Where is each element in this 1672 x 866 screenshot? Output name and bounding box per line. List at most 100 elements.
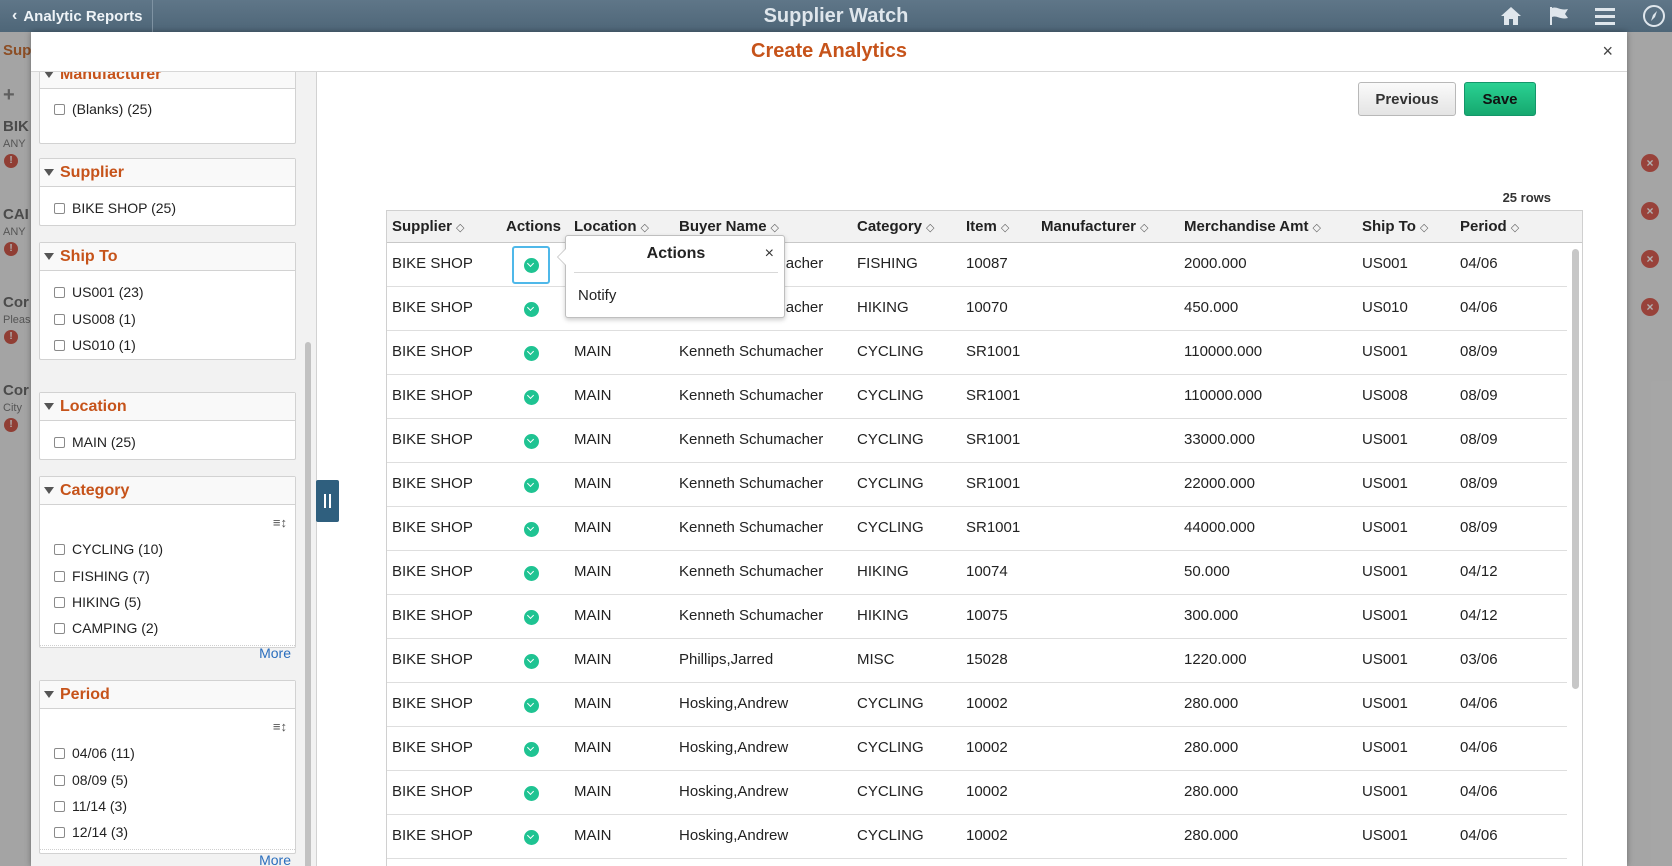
notify-menu-item[interactable]: Notify bbox=[578, 287, 617, 304]
row-actions-chevron-icon[interactable] bbox=[524, 522, 539, 537]
filter-option[interactable]: HIKING (5) bbox=[54, 594, 141, 610]
row-actions-chevron-icon[interactable] bbox=[524, 566, 539, 581]
checkbox[interactable] bbox=[54, 543, 65, 555]
filter-option[interactable]: 11/14 (3) bbox=[54, 798, 127, 814]
col-item-header[interactable]: Item ◇ bbox=[966, 218, 1009, 235]
ship-to-cell: US001 bbox=[1362, 519, 1408, 536]
filter-option[interactable]: US010 (1) bbox=[54, 337, 136, 353]
home-icon[interactable] bbox=[1499, 5, 1523, 27]
row-actions-chevron-icon[interactable] bbox=[524, 830, 539, 845]
flag-icon[interactable] bbox=[1547, 5, 1571, 27]
navbar-compass-icon[interactable] bbox=[1641, 5, 1667, 27]
row-actions-chevron-icon[interactable] bbox=[524, 610, 539, 625]
merchandise-amt-cell: 22000.000 bbox=[1184, 475, 1255, 492]
row-actions-chevron-icon[interactable] bbox=[524, 346, 539, 361]
filter-option[interactable]: 12/14 (3) bbox=[54, 824, 128, 840]
table-row[interactable]: BIKE SHOP MAIN Kenneth Schumacher CYCLING SR… bbox=[387, 419, 1567, 463]
table-row[interactable]: BIKE SHOP MAIN Kenneth Schumacher CYCLING SR… bbox=[387, 375, 1567, 419]
previous-button[interactable]: Previous bbox=[1358, 82, 1456, 116]
row-actions-chevron-icon[interactable] bbox=[524, 434, 539, 449]
sort-icon[interactable]: ≡↕ bbox=[272, 515, 287, 530]
checkbox[interactable] bbox=[54, 103, 65, 115]
table-row[interactable]: BIKE SHOP MAIN Kenneth Schumacher CYCLING SR… bbox=[387, 463, 1567, 507]
filter-option[interactable]: US008 (1) bbox=[54, 311, 136, 327]
table-row[interactable]: BIKE SHOP MAIN Hosking,Andrew CYCLING 10002 2… bbox=[387, 815, 1567, 859]
col-ship-to-header[interactable]: Ship To ◇ bbox=[1362, 218, 1428, 235]
filter-group-header[interactable]: Location bbox=[40, 393, 295, 421]
filter-group-header[interactable]: Manufacturer bbox=[40, 72, 295, 89]
row-actions-chevron-icon[interactable] bbox=[524, 786, 539, 801]
col-location-header[interactable]: Location ◇ bbox=[574, 218, 649, 235]
checkbox[interactable] bbox=[54, 286, 65, 298]
table-row[interactable]: BIKE SHOP MAIN Hosking,Andrew CYCLING 10002 2… bbox=[387, 727, 1567, 771]
filter-option[interactable]: US001 (23) bbox=[54, 284, 144, 300]
sort-arrows-icon[interactable]: ◇ bbox=[456, 222, 465, 234]
period-more-link[interactable]: More bbox=[259, 852, 291, 866]
row-actions-chevron-icon[interactable] bbox=[524, 478, 539, 493]
filter-group-header[interactable]: Category bbox=[40, 477, 295, 505]
sort-arrows-icon[interactable]: ◇ bbox=[770, 222, 780, 234]
filter-group-header[interactable]: Period bbox=[40, 681, 295, 709]
filter-option[interactable]: CYCLING (10) bbox=[54, 541, 163, 557]
table-row[interactable]: BIKE SHOP MAIN Kenneth Schumacher CYCLING SR… bbox=[387, 331, 1567, 375]
table-row[interactable]: BIKE SHOP MAIN Kenneth Schumacher CYCLING SR… bbox=[387, 507, 1567, 551]
checkbox[interactable] bbox=[54, 774, 65, 786]
row-actions-chevron-icon[interactable] bbox=[524, 390, 539, 405]
col-manufacturer-header[interactable]: Manufacturer ◇ bbox=[1041, 218, 1149, 235]
col-period-header[interactable]: Period ◇ bbox=[1460, 218, 1519, 235]
filter-group-category: Category ≡↕ CYCLING (10) FISHING (7) HIK… bbox=[39, 476, 296, 648]
col-buyer-name-header[interactable]: Buyer Name ◇ bbox=[679, 218, 779, 235]
checkbox[interactable] bbox=[54, 436, 65, 448]
col-category-header[interactable]: Category ◇ bbox=[857, 218, 935, 235]
filter-option[interactable]: CAMPING (2) bbox=[54, 620, 158, 636]
collapse-filters-handle[interactable] bbox=[316, 480, 339, 522]
sort-arrows-icon[interactable]: ◇ bbox=[1419, 222, 1429, 234]
filter-option[interactable]: 04/06 (11) bbox=[54, 745, 135, 761]
checkbox[interactable] bbox=[54, 800, 65, 812]
row-actions-chevron-icon[interactable] bbox=[524, 742, 539, 757]
checkbox[interactable] bbox=[54, 622, 65, 634]
filter-option[interactable]: 08/09 (5) bbox=[54, 772, 128, 788]
checkbox[interactable] bbox=[54, 596, 65, 608]
table-row[interactable]: BIKE SHOP MAIN Hosking,Andrew CYCLING 10002 2… bbox=[387, 683, 1567, 727]
checkbox[interactable] bbox=[54, 202, 65, 214]
filter-option[interactable]: BIKE SHOP (25) bbox=[54, 200, 176, 216]
sort-icon[interactable]: ≡↕ bbox=[272, 719, 287, 734]
menu-icon[interactable] bbox=[1593, 5, 1617, 27]
row-actions-chevron-icon[interactable] bbox=[524, 302, 539, 317]
sort-arrows-icon[interactable]: ◇ bbox=[1000, 222, 1010, 234]
grid-scrollbar[interactable] bbox=[1572, 249, 1579, 689]
sort-arrows-icon[interactable]: ◇ bbox=[926, 222, 935, 234]
filter-option[interactable]: MAIN (25) bbox=[54, 434, 136, 450]
sort-arrows-icon[interactable]: ◇ bbox=[1312, 222, 1321, 234]
save-button[interactable]: Save bbox=[1464, 82, 1536, 116]
checkbox[interactable] bbox=[54, 313, 65, 325]
col-merchandise-amt-header[interactable]: Merchandise Amt ◇ bbox=[1184, 218, 1321, 235]
filter-panel-scrollbar[interactable] bbox=[305, 342, 311, 866]
row-actions-chevron-icon[interactable] bbox=[524, 654, 539, 669]
sort-arrows-icon[interactable]: ◇ bbox=[1510, 222, 1520, 234]
category-more-link[interactable]: More bbox=[259, 645, 291, 661]
checkbox[interactable] bbox=[54, 339, 65, 351]
checkbox[interactable] bbox=[54, 826, 65, 838]
table-row[interactable]: BIKE SHOP MAIN Hosking,Andrew CYCLING 10002 2… bbox=[387, 771, 1567, 815]
actions-popup-close-button[interactable]: × bbox=[764, 245, 774, 262]
sort-arrows-icon[interactable]: ◇ bbox=[640, 222, 649, 234]
sort-arrows-icon[interactable]: ◇ bbox=[1140, 222, 1149, 234]
filter-option[interactable]: (Blanks) (25) bbox=[54, 101, 152, 117]
filter-group-header[interactable]: Supplier bbox=[40, 159, 295, 187]
row-actions-chevron-icon[interactable] bbox=[524, 258, 539, 273]
filter-option[interactable]: FISHING (7) bbox=[54, 568, 150, 584]
row-actions-chevron-icon[interactable] bbox=[524, 698, 539, 713]
checkbox[interactable] bbox=[54, 747, 65, 759]
column-header-label: Category bbox=[857, 218, 923, 235]
filter-group-header[interactable]: Ship To bbox=[40, 243, 295, 271]
col-supplier-header[interactable]: Supplier ◇ bbox=[392, 218, 464, 235]
table-row[interactable]: BIKE SHOP MAIN Phillips,Jarred MISC 15028 122… bbox=[387, 639, 1567, 683]
checkbox[interactable] bbox=[54, 570, 65, 582]
modal-close-button[interactable]: × bbox=[1602, 41, 1613, 61]
back-button[interactable]: ‹ Analytic Reports bbox=[12, 7, 143, 25]
